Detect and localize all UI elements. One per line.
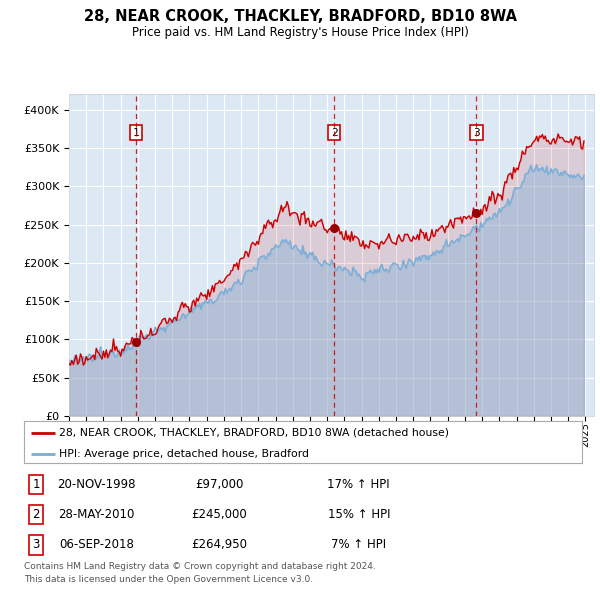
Text: 3: 3 [32,538,40,551]
Text: £97,000: £97,000 [195,478,244,491]
Text: 3: 3 [473,127,480,137]
Text: This data is licensed under the Open Government Licence v3.0.: This data is licensed under the Open Gov… [24,575,313,584]
Text: £245,000: £245,000 [191,508,247,521]
Text: 28, NEAR CROOK, THACKLEY, BRADFORD, BD10 8WA: 28, NEAR CROOK, THACKLEY, BRADFORD, BD10… [83,9,517,24]
Text: 2: 2 [331,127,338,137]
Text: Price paid vs. HM Land Registry's House Price Index (HPI): Price paid vs. HM Land Registry's House … [131,26,469,39]
Text: 28, NEAR CROOK, THACKLEY, BRADFORD, BD10 8WA (detached house): 28, NEAR CROOK, THACKLEY, BRADFORD, BD10… [59,428,449,438]
Text: 2: 2 [32,508,40,521]
Text: £264,950: £264,950 [191,538,247,551]
Text: 06-SEP-2018: 06-SEP-2018 [59,538,134,551]
Text: 17% ↑ HPI: 17% ↑ HPI [328,478,390,491]
Text: 20-NOV-1998: 20-NOV-1998 [57,478,136,491]
Text: Contains HM Land Registry data © Crown copyright and database right 2024.: Contains HM Land Registry data © Crown c… [24,562,376,571]
Text: 15% ↑ HPI: 15% ↑ HPI [328,508,390,521]
Text: 28-MAY-2010: 28-MAY-2010 [58,508,135,521]
Text: 1: 1 [32,478,40,491]
Text: HPI: Average price, detached house, Bradford: HPI: Average price, detached house, Brad… [59,449,309,459]
Text: 1: 1 [133,127,139,137]
Text: 7% ↑ HPI: 7% ↑ HPI [331,538,386,551]
